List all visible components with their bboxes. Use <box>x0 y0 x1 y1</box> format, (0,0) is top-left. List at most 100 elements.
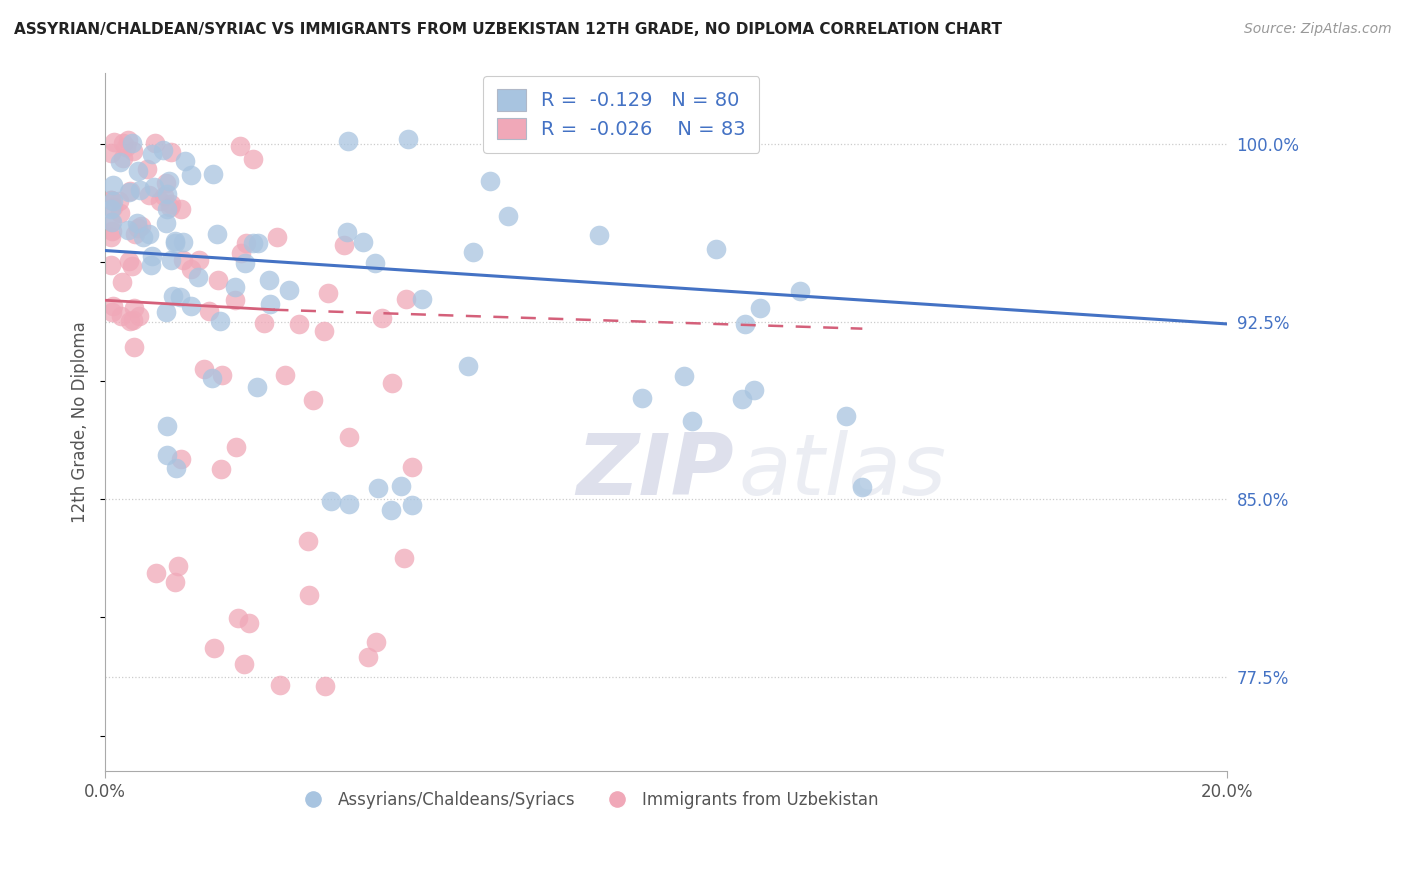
Point <box>357 650 380 665</box>
Point <box>209 462 232 476</box>
Point <box>381 376 404 391</box>
Point <box>235 235 257 250</box>
Point <box>202 167 225 181</box>
Point <box>128 183 150 197</box>
Point <box>224 293 246 307</box>
Point <box>337 497 360 511</box>
Point <box>851 480 873 494</box>
Point <box>159 197 181 211</box>
Point <box>138 227 160 242</box>
Point <box>411 292 433 306</box>
Point <box>165 575 187 590</box>
Point <box>302 392 325 407</box>
Point <box>172 253 194 268</box>
Point <box>122 340 145 354</box>
Point <box>132 229 155 244</box>
Point <box>316 285 339 300</box>
Point <box>749 301 772 316</box>
Point <box>314 679 336 693</box>
Point <box>233 657 256 671</box>
Point <box>128 310 150 324</box>
Point <box>101 200 124 214</box>
Point <box>257 273 280 287</box>
Point <box>207 273 229 287</box>
Point <box>233 256 256 270</box>
Point <box>588 228 610 243</box>
Point <box>242 235 264 250</box>
Point <box>395 292 418 306</box>
Point <box>298 588 321 602</box>
Point <box>259 297 281 311</box>
Point <box>224 280 246 294</box>
Point <box>352 235 374 249</box>
Point <box>145 566 167 580</box>
Point <box>138 187 160 202</box>
Point <box>165 234 187 248</box>
Point <box>297 533 319 548</box>
Point <box>169 290 191 304</box>
Point <box>112 136 135 151</box>
Point <box>111 151 134 165</box>
Point <box>108 194 131 208</box>
Y-axis label: 12th Grade, No Diploma: 12th Grade, No Diploma <box>72 321 89 523</box>
Point <box>141 258 163 272</box>
Point <box>287 317 309 331</box>
Point <box>367 481 389 495</box>
Legend: Assyrians/Chaldeans/Syriacs, Immigrants from Uzbekistan: Assyrians/Chaldeans/Syriacs, Immigrants … <box>290 784 886 815</box>
Point <box>156 419 179 434</box>
Point <box>100 193 122 207</box>
Point <box>136 162 159 177</box>
Point <box>479 174 502 188</box>
Point <box>170 202 193 216</box>
Point <box>108 206 131 220</box>
Point <box>118 314 141 328</box>
Point <box>155 448 177 462</box>
Point <box>100 202 122 217</box>
Point <box>187 270 209 285</box>
Point <box>111 275 134 289</box>
Point <box>101 194 124 209</box>
Point <box>319 494 342 508</box>
Point <box>396 132 419 146</box>
Point <box>100 224 122 238</box>
Point <box>155 304 177 318</box>
Point <box>108 155 131 169</box>
Point <box>124 227 146 242</box>
Point <box>226 611 249 625</box>
Point <box>704 242 727 256</box>
Point <box>364 635 387 649</box>
Point <box>110 309 132 323</box>
Point <box>734 317 756 331</box>
Point <box>238 616 260 631</box>
Point <box>149 194 172 208</box>
Point <box>118 185 141 199</box>
Point <box>205 227 228 241</box>
Point <box>269 678 291 692</box>
Point <box>172 235 194 249</box>
Point <box>159 145 181 160</box>
Point <box>100 230 122 244</box>
Point <box>141 250 163 264</box>
Point <box>211 368 233 382</box>
Point <box>389 478 412 492</box>
Point <box>101 299 124 313</box>
Point <box>101 305 124 319</box>
Point <box>392 551 415 566</box>
Point <box>496 209 519 223</box>
Point <box>127 221 149 235</box>
Point <box>208 314 231 328</box>
Point <box>401 499 423 513</box>
Point <box>180 168 202 182</box>
Point <box>180 262 202 277</box>
Point <box>333 237 356 252</box>
Point <box>457 359 479 374</box>
Point <box>122 313 145 327</box>
Point <box>159 200 181 214</box>
Point <box>630 392 652 406</box>
Point <box>117 222 139 236</box>
Point <box>155 216 177 230</box>
Point <box>742 383 765 397</box>
Point <box>101 215 124 229</box>
Point <box>141 146 163 161</box>
Point <box>180 299 202 313</box>
